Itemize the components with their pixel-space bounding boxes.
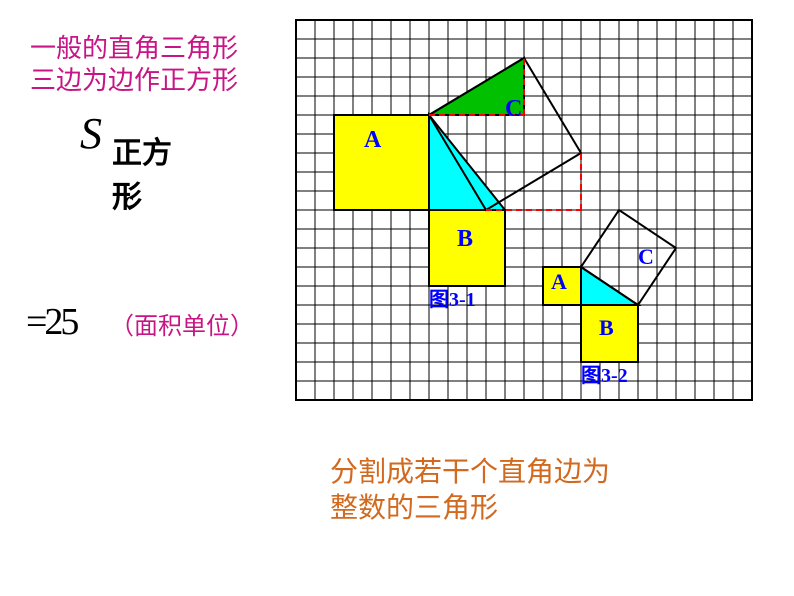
subscript-c: c: [124, 187, 134, 212]
svg-text:图3-2: 图3-2: [581, 364, 628, 387]
equals-25: =25: [26, 300, 76, 344]
svg-text:A: A: [551, 269, 567, 294]
svg-text:图3-1: 图3-1: [429, 288, 476, 311]
subscript-text: 正方形: [112, 137, 172, 214]
subscript-square: 正方形c: [112, 128, 194, 216]
svg-text:B: B: [599, 315, 614, 340]
bottom-text-2: 整数的三角形: [330, 486, 498, 526]
title-line-2: 三边为边作正方形: [30, 60, 238, 97]
area-unit: （面积单位）: [110, 306, 254, 341]
symbol-S: S: [80, 108, 102, 159]
svg-text:A: A: [364, 127, 382, 153]
bottom-text-1: 分割成若干个直角边为: [330, 450, 610, 490]
svg-text:B: B: [457, 226, 473, 252]
svg-text:C: C: [505, 96, 522, 122]
svg-text:C: C: [638, 244, 654, 269]
